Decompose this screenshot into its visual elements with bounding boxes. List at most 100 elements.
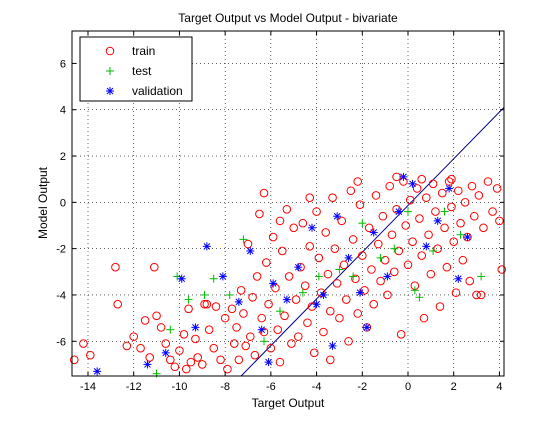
legend-label-validation: validation <box>132 84 183 98</box>
train-point <box>69 355 79 365</box>
train-point <box>401 221 411 230</box>
train-point <box>488 207 497 216</box>
train-point <box>483 177 493 186</box>
star-d2 <box>454 275 462 283</box>
train-point <box>369 299 379 309</box>
reference-line <box>240 107 505 377</box>
train-point <box>282 204 292 214</box>
train-point <box>348 235 358 244</box>
train-point <box>211 302 221 311</box>
star-d2 <box>93 368 101 375</box>
train-point <box>476 290 486 300</box>
train-point <box>456 218 465 228</box>
axis-ticks <box>72 31 504 376</box>
validation-point <box>408 179 417 188</box>
star-d2 <box>320 291 327 299</box>
train-point <box>161 339 171 348</box>
test-point <box>314 272 323 281</box>
x-tick-label: -14 <box>80 381 96 393</box>
train-point <box>396 330 406 339</box>
validation-point <box>234 297 243 306</box>
train-point <box>257 313 267 323</box>
test-point <box>166 325 175 334</box>
test-point <box>184 295 193 304</box>
test-point <box>225 290 234 299</box>
train-point <box>492 184 502 193</box>
star-d2 <box>144 361 151 368</box>
star-d2 <box>464 233 471 241</box>
validation-point <box>264 358 273 367</box>
series-train <box>69 172 507 374</box>
train-point <box>165 355 175 365</box>
train-point <box>261 258 271 267</box>
test-point <box>390 244 399 253</box>
test-point <box>349 272 358 281</box>
series-test <box>152 207 486 378</box>
validation-point <box>328 341 337 350</box>
validation-point <box>356 288 364 297</box>
train-point <box>298 218 308 228</box>
test-point <box>276 307 284 316</box>
train-point <box>179 330 189 339</box>
legend: train test validation <box>79 36 193 102</box>
train-point <box>184 304 193 314</box>
test-point <box>404 207 412 216</box>
train-point <box>339 260 349 270</box>
train-point <box>426 269 436 279</box>
train-point <box>447 202 456 212</box>
train-point <box>332 279 342 288</box>
train-point <box>181 364 191 374</box>
train-point <box>305 242 315 251</box>
validation-point <box>257 325 266 334</box>
train-point <box>335 313 344 323</box>
validation-point <box>319 290 328 299</box>
train-point <box>417 174 427 184</box>
x-tick-label: 2 <box>451 381 457 393</box>
train-point <box>469 211 479 221</box>
train-point <box>367 265 376 274</box>
train-point <box>252 272 262 281</box>
star-d2 <box>422 242 430 250</box>
star-d2 <box>400 173 407 181</box>
star-d2 <box>294 263 302 271</box>
test-point <box>415 293 424 302</box>
validation-point <box>191 323 200 332</box>
train-point <box>248 292 257 302</box>
star-d2 <box>203 242 211 250</box>
tick-labels: -14 -12 -10 -8 -6 -4 -2 0 2 4 -6 -4 -2 0 2 4 6 <box>56 58 502 393</box>
train-point <box>337 216 347 226</box>
validation-point <box>161 348 170 357</box>
train-point <box>472 290 481 300</box>
y-axis-label: Model Output <box>36 166 50 239</box>
star-d2 <box>178 275 186 283</box>
validation-point <box>294 263 303 272</box>
train-point <box>152 311 161 321</box>
train-point <box>387 230 397 240</box>
legend-entries: train test validation <box>105 44 183 98</box>
star-d2 <box>445 185 453 192</box>
axes-frame <box>71 30 505 377</box>
train-point <box>394 246 404 256</box>
train-point <box>156 323 166 332</box>
train-point <box>346 186 356 196</box>
train-point <box>357 251 367 260</box>
train-point <box>433 244 443 253</box>
train-point <box>355 200 365 209</box>
train-point <box>364 223 374 233</box>
test-point <box>376 253 385 262</box>
train-point <box>220 313 230 323</box>
train-point <box>458 255 468 265</box>
train-point <box>216 355 225 365</box>
train-point <box>264 299 273 309</box>
train-point <box>321 228 331 237</box>
x-tick-label: -10 <box>171 381 187 393</box>
star-d2 <box>162 349 170 357</box>
validation-point <box>246 246 255 255</box>
test-point <box>477 272 486 281</box>
legend-label-test: test <box>132 64 152 78</box>
x-tick-label: -4 <box>312 381 322 393</box>
train-point <box>341 295 351 304</box>
validation-point <box>282 295 291 304</box>
train-point <box>255 209 264 219</box>
